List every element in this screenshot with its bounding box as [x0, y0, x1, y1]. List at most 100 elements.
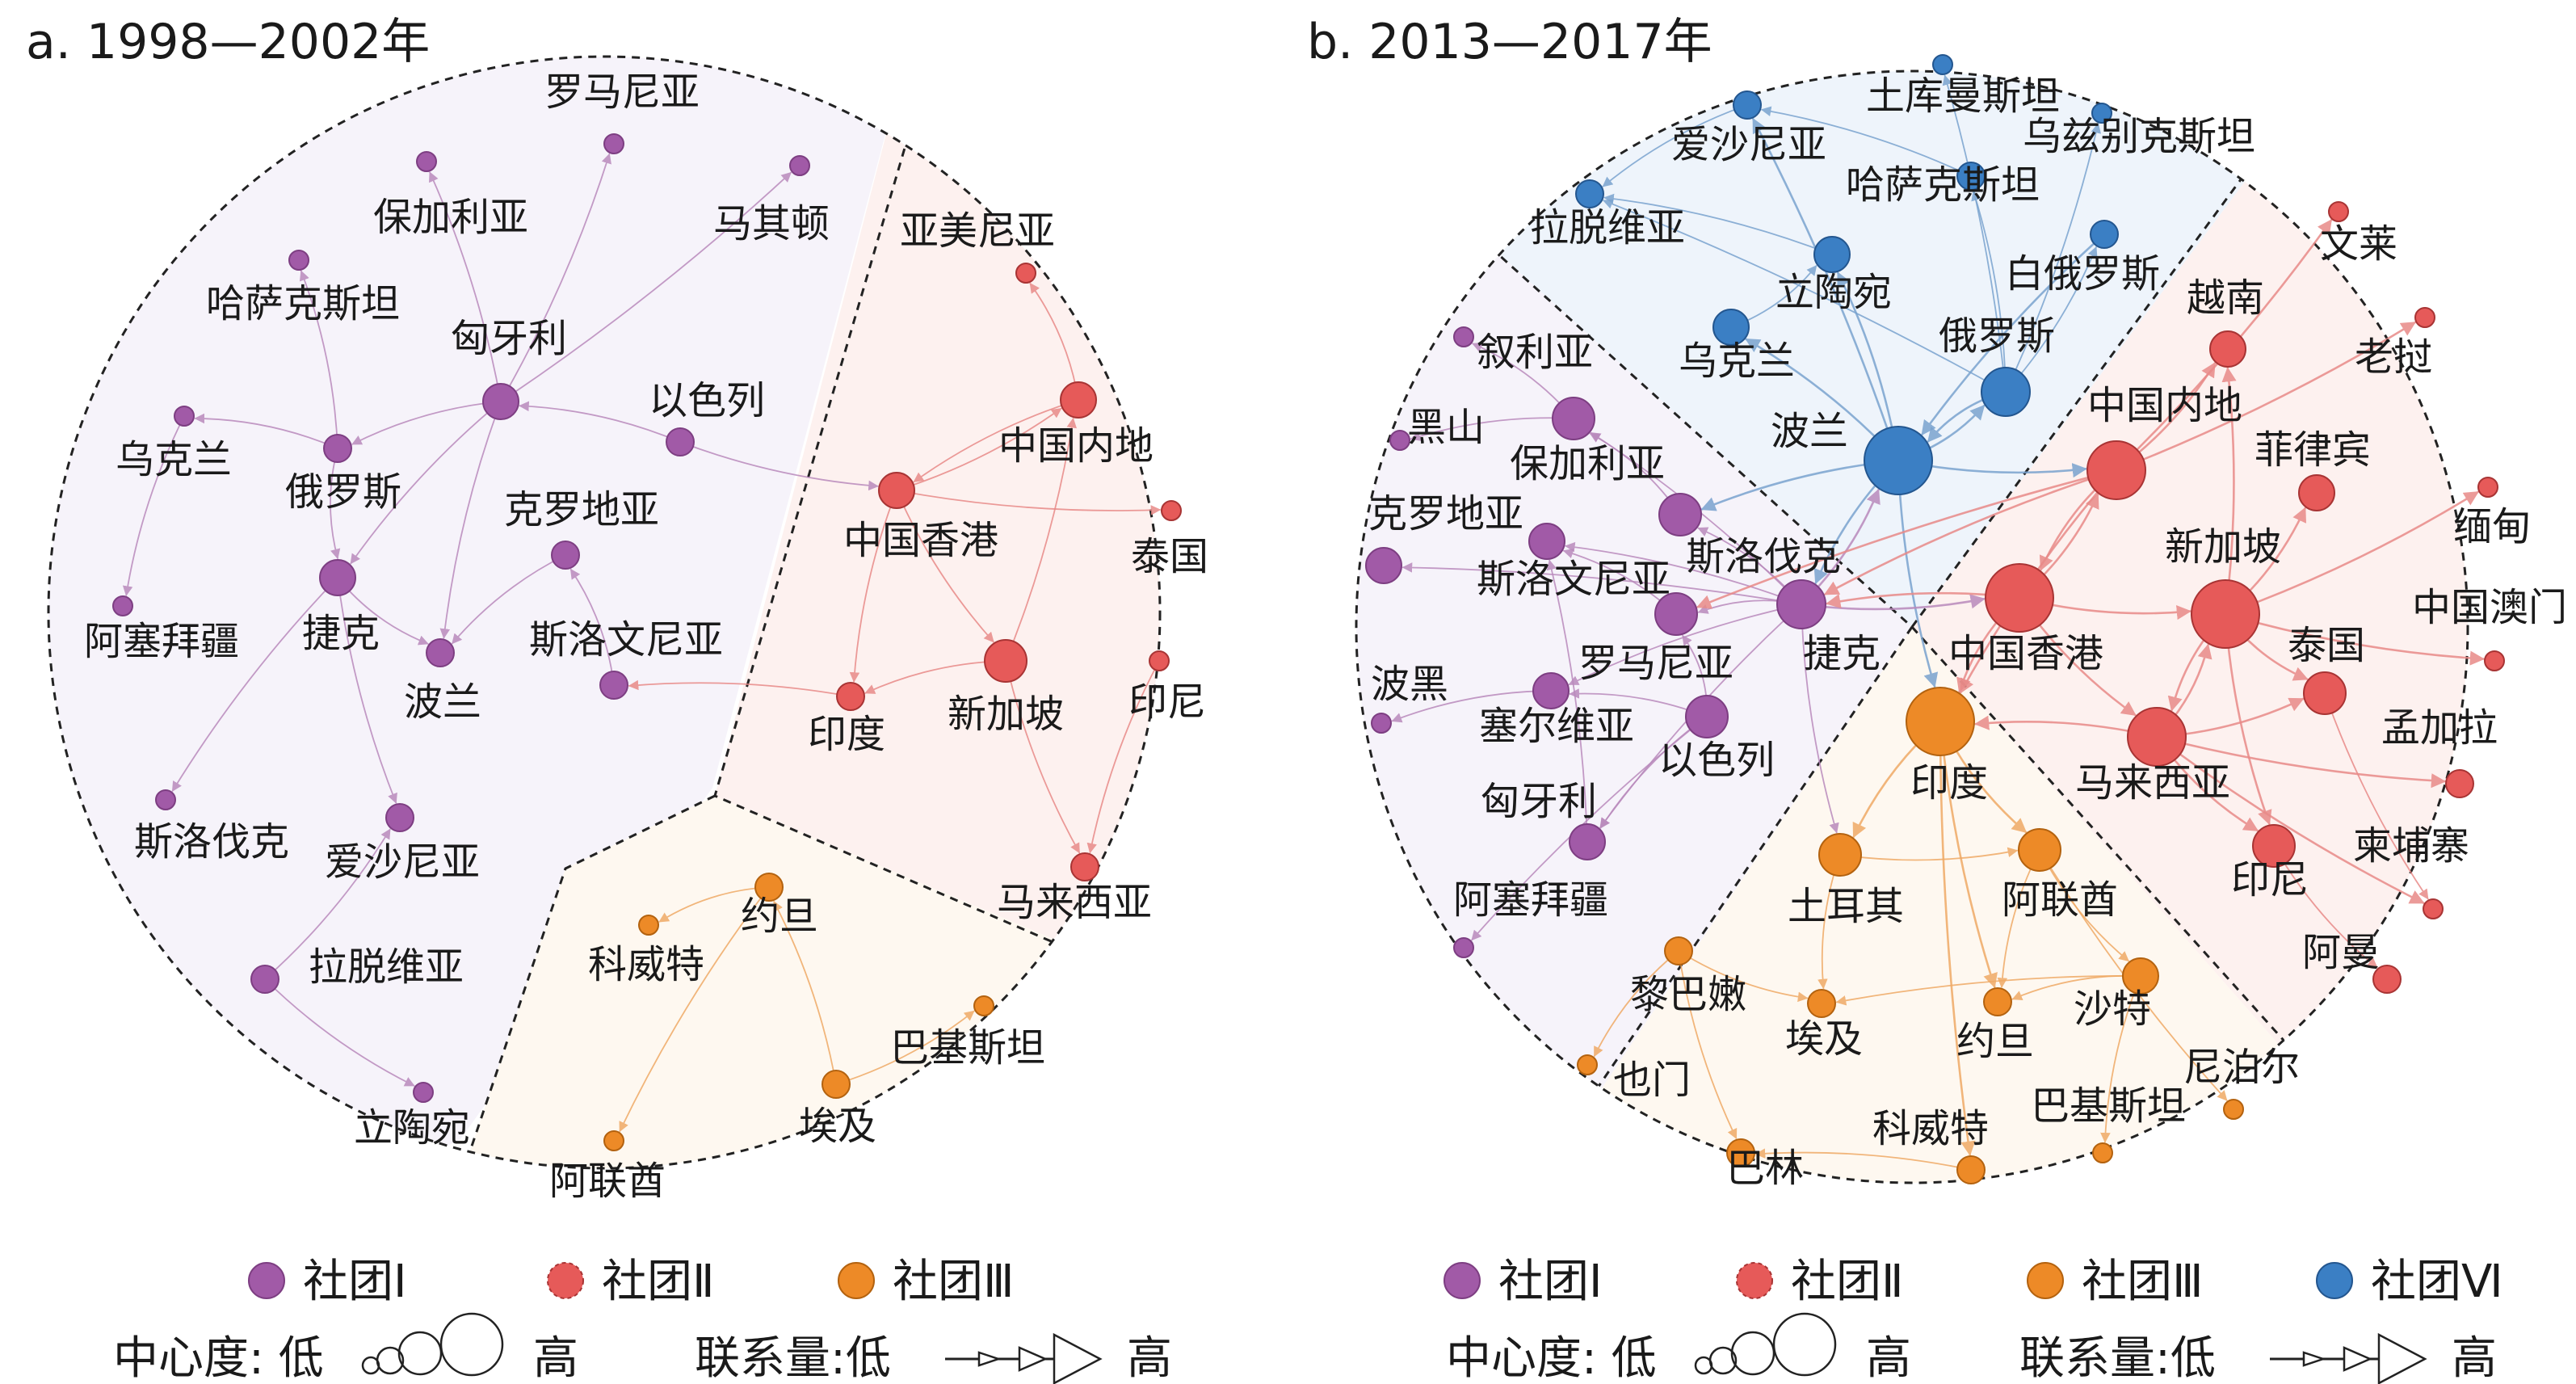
node-label-luomaniya: 罗马尼亚 — [544, 69, 700, 115]
node-label-zhongguoneidi: 中国内地 — [998, 423, 1154, 469]
node-shate — [2122, 957, 2159, 995]
node-yemen — [1577, 1054, 1598, 1075]
node-label-yameiniya: 亚美尼亚 — [900, 208, 1055, 254]
node-libanen — [1664, 936, 1693, 965]
legend-swatch-community-3 — [2027, 1262, 2064, 1299]
legend-swatch-community-1 — [1443, 1262, 1481, 1299]
node-keluodiya — [551, 541, 580, 570]
legend-arrow-large — [2377, 1332, 2427, 1384]
node-label-wenlai: 文莱 — [2320, 221, 2397, 267]
flow-edge — [519, 401, 681, 443]
flow-edge — [1839, 847, 2019, 861]
node-tukuman — [1932, 54, 1953, 75]
node-label-keweite: 科威特 — [588, 942, 704, 987]
flow-edge — [849, 490, 897, 683]
flow-edge — [1391, 690, 1552, 723]
legend-size-medium — [397, 1331, 443, 1376]
node-label-balin: 巴林 — [1726, 1146, 1804, 1191]
node-label-tuerqi: 土耳其 — [1788, 884, 1904, 929]
node-label-saierweiya: 塞尔维亚 — [1479, 704, 1634, 749]
legend-size-medium-small — [1708, 1346, 1738, 1375]
node-label-bolan: 波兰 — [404, 679, 481, 725]
node-label-wukelan: 乌克兰 — [116, 437, 232, 482]
node-zhongguoneidi — [2086, 440, 2146, 500]
node-yiselie — [1685, 695, 1729, 738]
flow-edge — [350, 401, 502, 565]
node-label-bohei: 波黑 — [1371, 662, 1448, 707]
node-label-zhongguoneidi: 中国内地 — [2087, 383, 2242, 428]
node-baieluosi — [2090, 220, 2119, 249]
flow-edge — [2100, 975, 2141, 1143]
node-yinni — [1149, 650, 1170, 671]
legend-flow-high-label: 高 — [2452, 1332, 2497, 1384]
node-label-libanen: 黎巴嫩 — [1630, 972, 1746, 1017]
node-baojialiya — [1552, 397, 1595, 440]
node-aman — [2372, 965, 2402, 994]
node-feilvbin — [2298, 474, 2335, 511]
legend-flow-label: 联系量:低 — [695, 1332, 891, 1384]
legend-swatch-community-2 — [1736, 1262, 1773, 1299]
community-divider — [1910, 625, 2332, 1094]
node-bolan — [1864, 426, 1933, 495]
node-siluofake — [155, 789, 176, 810]
node-label-yiselie: 以色列 — [1658, 738, 1775, 783]
node-xiongyali — [1569, 823, 1606, 860]
node-label-yindu: 印度 — [1910, 760, 1988, 806]
flow-edge — [1565, 541, 1802, 605]
panel-b-title: b. 2013—2017年 — [1307, 14, 1712, 70]
node-label-bolan: 波兰 — [1771, 409, 1848, 454]
node-yuedan — [1983, 987, 2012, 1016]
node-alianqiu — [603, 1130, 624, 1151]
node-label-keweite: 科威特 — [1872, 1106, 1989, 1151]
node-label-shate: 沙特 — [2074, 986, 2151, 1032]
node-asaibaijiang — [112, 595, 133, 616]
network-boundary-b — [1355, 69, 2469, 1184]
legend-label: 社团Ⅲ — [2082, 1256, 2204, 1308]
node-wukelan — [1712, 309, 1750, 346]
panel-a-title: a. 1998—2002年 — [26, 14, 430, 70]
community-divider — [459, 794, 716, 1168]
node-label-eluosi: 俄罗斯 — [1939, 313, 2055, 359]
node-label-keluodiya: 克罗地亚 — [1368, 491, 1523, 536]
node-litaowan — [413, 1082, 434, 1103]
flow-edge — [2224, 490, 2479, 616]
flow-edge — [1754, 1148, 1972, 1171]
flow-edge — [1939, 720, 1998, 989]
legend-arrow-medium — [1018, 1346, 1048, 1372]
node-latuoweiya — [250, 965, 279, 994]
node-zhongguoneidi — [1060, 381, 1097, 419]
node-label-latuoweiya: 拉脱维亚 — [309, 944, 464, 990]
community-divider — [1489, 246, 1914, 629]
node-label-yuenan: 越南 — [2187, 276, 2264, 321]
legend-arrow-small — [2302, 1351, 2326, 1367]
node-alianqiu — [2018, 828, 2061, 872]
flow-edge — [569, 568, 615, 686]
node-label-jieke: 捷克 — [1803, 631, 1881, 676]
node-label-keluodiya: 克罗地亚 — [504, 487, 659, 532]
flow-edge — [896, 407, 1062, 491]
flow-edge — [2005, 123, 2101, 393]
flow-edge — [619, 886, 770, 1133]
flow-edge — [1921, 233, 2106, 435]
legend-centrality-label: 中心度: 低 — [113, 1332, 324, 1384]
node-label-xuliya: 叙利亚 — [1477, 330, 1593, 375]
flow-edge — [1823, 469, 2118, 595]
node-label-mengjiala: 孟加拉 — [2381, 705, 2498, 751]
node-label-xinjiapo: 新加坡 — [2165, 524, 2281, 570]
node-bohei — [1371, 713, 1392, 734]
flow-edge — [264, 978, 415, 1087]
flow-edge — [429, 171, 502, 402]
node-label-bajisitan: 巴基斯坦 — [890, 1025, 1045, 1071]
legend-arrow-large — [1053, 1332, 1103, 1384]
legend-swatch-community-6 — [2316, 1262, 2353, 1299]
node-malaixiya — [2127, 707, 2187, 767]
community-1-region-b — [1356, 242, 1912, 1183]
legend-size-large — [439, 1312, 504, 1377]
node-label-litaowan: 立陶宛 — [354, 1105, 470, 1151]
node-xinjiapo — [984, 639, 1027, 683]
legend-size-medium-small — [376, 1346, 405, 1375]
node-label-malaixiya: 马来西亚 — [2075, 760, 2230, 806]
node-zhongguoxianggang — [878, 472, 915, 509]
node-label-yuedan: 约旦 — [741, 894, 818, 939]
